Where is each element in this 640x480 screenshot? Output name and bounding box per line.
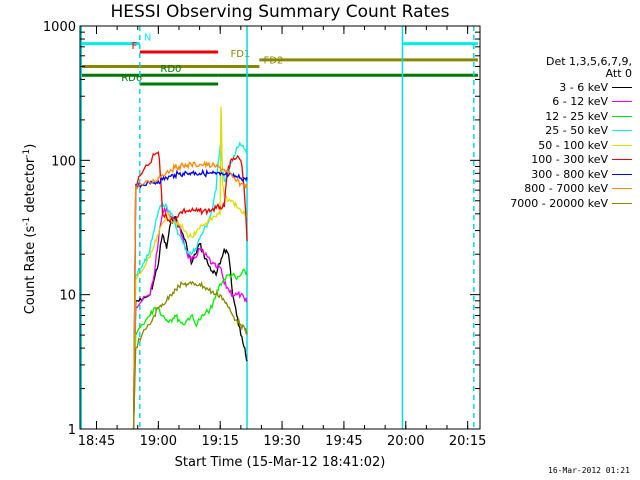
legend-label: 7000 - 20000 keV: [510, 196, 608, 210]
legend-swatch: [612, 202, 632, 204]
x-tick-label: 18:45: [78, 434, 115, 449]
flag-label-n: N: [144, 33, 151, 44]
series-line: [132, 150, 248, 430]
attenuator-lines: [80, 26, 475, 429]
flag-label-rd6: RD6: [121, 73, 142, 84]
y-tick-label: 100: [51, 154, 76, 169]
legend-label: 800 - 7000 keV: [524, 182, 608, 196]
flag-bars: NF FD1 FD2 RD0 RD6: [81, 33, 478, 86]
legend-swatch: [612, 159, 632, 161]
x-tick-label: 19:30: [263, 434, 300, 449]
legend-label: 100 - 300 keV: [531, 153, 608, 167]
y-axis-label: Count Rate (s-1 detector-1): [22, 144, 38, 315]
x-tick-label: 19:15: [201, 434, 238, 449]
legend-header-2: Att 0: [605, 67, 632, 80]
legend-entry: 100 - 300 keV: [480, 153, 640, 168]
legend-header-1: Det 1,3,5,6,7,9,: [545, 55, 632, 68]
legend-swatch: [612, 173, 632, 175]
series-line: [132, 168, 248, 430]
flag-label-f: F: [132, 41, 138, 52]
legend-label: 25 - 50 keV: [545, 124, 608, 138]
flag-label-fd1: FD1: [231, 49, 251, 60]
legend-entry: 7000 - 20000 keV: [480, 196, 640, 211]
series-layer: [132, 106, 248, 430]
plot-frame: [79, 25, 481, 430]
flag-label-fd2: FD2: [264, 55, 284, 66]
legend-swatch: [612, 101, 632, 103]
legend-entry: 6 - 12 keV: [480, 95, 640, 110]
legend-swatch: [612, 144, 632, 146]
legend-label: 3 - 6 keV: [559, 80, 608, 94]
chart-title: HESSI Observing Summary Count Rates: [110, 2, 450, 22]
series-line: [132, 106, 248, 430]
legend-swatch: [612, 188, 632, 190]
legend-swatch: [612, 86, 632, 88]
x-tick-label: 20:00: [387, 434, 424, 449]
legend-entry: 12 - 25 keV: [480, 109, 640, 124]
x-axis-label: Start Time (15-Mar-12 18:41:02): [174, 455, 386, 470]
x-tick-label: 19:45: [325, 434, 362, 449]
legend-swatch: [612, 115, 632, 117]
legend-label: 12 - 25 keV: [545, 109, 608, 123]
series-line: [132, 141, 248, 430]
series-line: [132, 206, 248, 430]
series-line: [132, 280, 248, 430]
axes: 18:45 19:00 19:15 19:30 19:45 20:00 20:15 1 10 10…: [43, 20, 486, 449]
x-tick-label: 19:00: [140, 434, 177, 449]
flag-label-rd0: RD0: [160, 64, 181, 75]
y-tick-label: 1000: [43, 20, 76, 35]
legend-entry: 25 - 50 keV: [480, 124, 640, 139]
y-tick-label: 1: [68, 423, 76, 438]
legend-entry: 3 - 6 keV: [480, 80, 640, 95]
series-line: [132, 268, 248, 430]
legend-entry: 800 - 7000 keV: [480, 182, 640, 197]
series-line: [132, 160, 248, 430]
legend-label: 50 - 100 keV: [538, 138, 608, 152]
legend-entry: 50 - 100 keV: [480, 138, 640, 153]
legend: Det 1,3,5,6,7,9, Att 0 3 - 6 keV 6 - 12 k…: [480, 56, 640, 211]
legend-label: 300 - 800 keV: [531, 167, 608, 181]
legend-swatch: [612, 130, 632, 132]
timestamp: 16-Mar-2012 01:21: [548, 466, 630, 475]
legend-label: 6 - 12 keV: [552, 95, 608, 109]
legend-entry: 300 - 800 keV: [480, 167, 640, 182]
y-tick-label: 10: [59, 289, 76, 304]
x-tick-label: 20:15: [449, 434, 486, 449]
